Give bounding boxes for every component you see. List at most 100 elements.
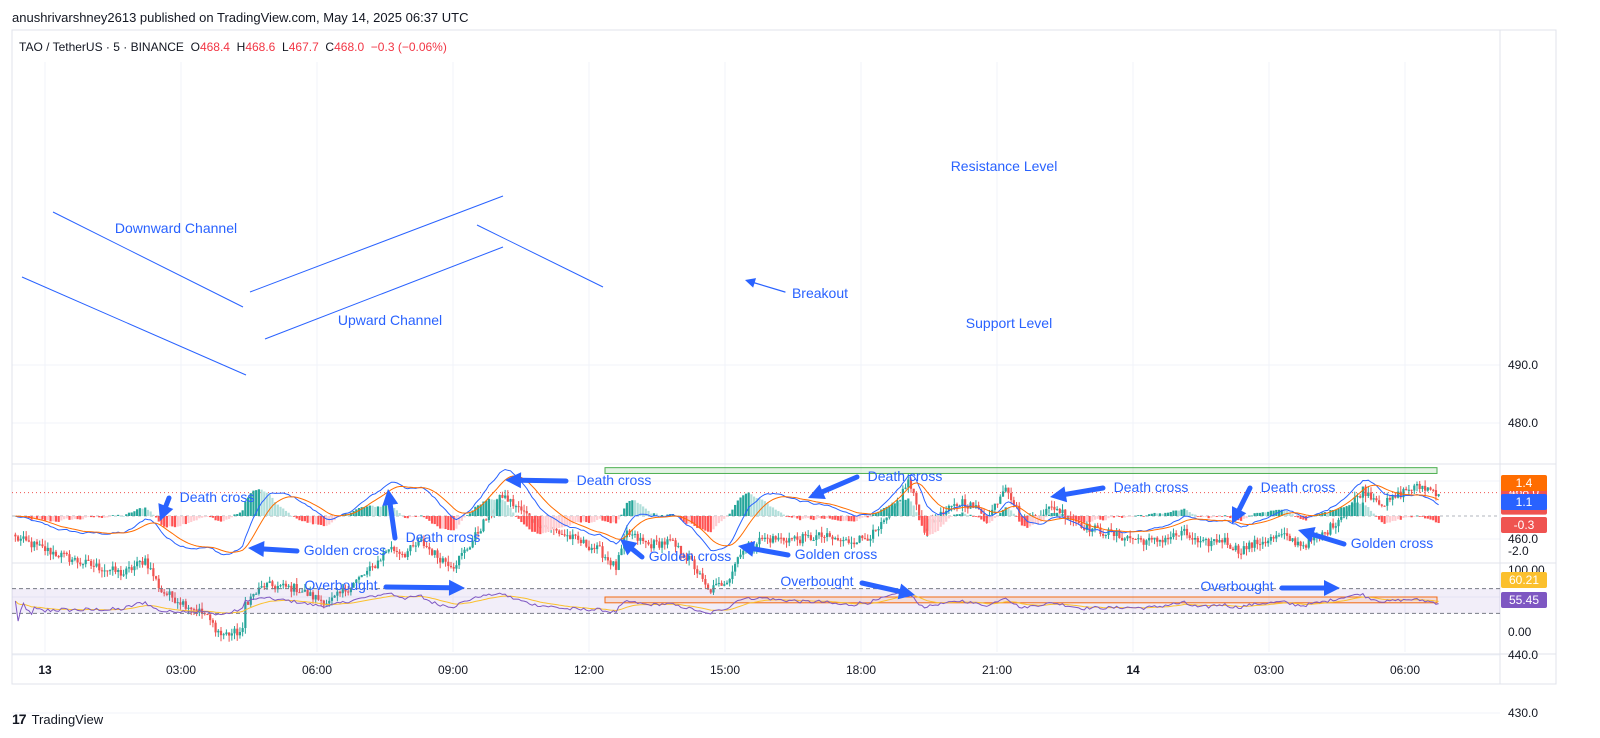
macd-histogram-bar bbox=[41, 516, 44, 520]
macd-histogram-bar bbox=[525, 516, 528, 527]
macd-histogram-bar bbox=[574, 516, 577, 523]
macd-histogram-bar bbox=[520, 516, 523, 523]
macd-histogram-bar bbox=[328, 516, 331, 525]
candle-body bbox=[961, 499, 964, 506]
candle-body bbox=[955, 504, 959, 507]
candle-body bbox=[168, 591, 171, 595]
candle-body bbox=[482, 519, 485, 532]
candle-body bbox=[409, 545, 412, 552]
candle-body bbox=[980, 508, 983, 514]
candle-body bbox=[68, 554, 71, 562]
macd-histogram-bar bbox=[847, 516, 850, 522]
tradingview-brand: TradingView bbox=[31, 711, 104, 727]
macd-histogram-bar bbox=[1156, 513, 1159, 516]
macd-histogram-bar bbox=[200, 516, 204, 518]
candle-body bbox=[384, 551, 388, 553]
macd-histogram-bar bbox=[233, 514, 236, 516]
candle-body bbox=[41, 544, 44, 547]
candle-body bbox=[44, 546, 47, 552]
candle-body bbox=[301, 591, 304, 593]
macd-histogram-bar bbox=[798, 516, 802, 521]
macd-histogram-bar bbox=[198, 516, 201, 519]
macd-histogram-bar bbox=[441, 516, 444, 529]
candle-body bbox=[1126, 536, 1129, 539]
candle-body bbox=[436, 550, 439, 558]
macd-histogram-bar bbox=[942, 516, 945, 525]
macd-histogram-bar bbox=[698, 516, 702, 529]
candle-body bbox=[966, 506, 969, 509]
macd-histogram-bar bbox=[165, 516, 168, 528]
macd-histogram-bar bbox=[522, 516, 526, 525]
macd-histogram-bar bbox=[715, 516, 718, 527]
macd-histogram-bar bbox=[639, 504, 642, 516]
macd-histogram-bar bbox=[146, 509, 150, 516]
macd-histogram-bar bbox=[1039, 516, 1042, 522]
macd-histogram-bar bbox=[636, 502, 639, 516]
candle-body bbox=[417, 540, 420, 546]
macd-histogram-bar bbox=[999, 513, 1002, 516]
candle-body bbox=[709, 589, 712, 593]
macd-histogram-bar bbox=[1258, 512, 1262, 516]
candle-body bbox=[452, 567, 455, 569]
candle-body bbox=[22, 536, 25, 539]
candle-body bbox=[734, 563, 737, 572]
macd-histogram-bar bbox=[1269, 510, 1272, 516]
macd-histogram-bar bbox=[44, 516, 47, 521]
candle-body bbox=[525, 511, 528, 514]
axes: 13 03:00 06:00 09:00 12:00 15:00 18:00 21:00 14 0… bbox=[38, 358, 1545, 720]
macd-histogram-bar bbox=[1199, 516, 1202, 517]
macd-histogram-bar bbox=[579, 516, 582, 523]
candle-body bbox=[1275, 535, 1278, 539]
candle-body bbox=[173, 597, 177, 603]
macd-histogram-bar bbox=[655, 513, 658, 516]
candle-body bbox=[1304, 545, 1308, 548]
macd-histogram-bar bbox=[1212, 516, 1216, 517]
candle-body bbox=[717, 582, 720, 584]
candle-body bbox=[311, 592, 315, 600]
macd-histogram-bar bbox=[539, 516, 542, 535]
candle-body bbox=[349, 587, 352, 593]
candle-body bbox=[947, 505, 950, 511]
candle-body bbox=[330, 597, 334, 601]
macd-histogram-bar bbox=[214, 516, 217, 521]
breakout-arrow-head bbox=[745, 278, 757, 288]
macd-histogram-bar bbox=[828, 516, 831, 519]
macd-histogram-bar bbox=[744, 493, 748, 516]
macd-histogram-bar bbox=[471, 510, 474, 516]
macd-histogram-bar bbox=[1413, 516, 1416, 517]
candle-body bbox=[62, 552, 66, 554]
candle-body bbox=[303, 589, 306, 592]
candle-body bbox=[520, 506, 523, 511]
candle-body bbox=[30, 541, 33, 548]
overbought-label-0: Overbought bbox=[304, 577, 377, 593]
candle-body bbox=[420, 539, 423, 541]
macd-histogram-bar bbox=[246, 497, 250, 516]
macd-histogram-bar bbox=[606, 516, 610, 523]
macd-histogram-bar bbox=[907, 498, 910, 516]
macd-histogram-bar bbox=[617, 516, 620, 520]
candle-body bbox=[16, 536, 20, 541]
macd-histogram-bar bbox=[49, 516, 52, 522]
candle-body bbox=[758, 537, 761, 545]
macd-histogram-bar bbox=[717, 516, 720, 524]
macd-histogram-bar bbox=[1139, 514, 1143, 516]
macd-cross-arrow-6-shaft bbox=[820, 474, 860, 495]
macd-histogram-bar bbox=[788, 516, 791, 518]
tradingview-footer[interactable]: 17 TradingView bbox=[12, 711, 103, 727]
candle-body bbox=[1118, 531, 1121, 538]
macd-histogram-bar bbox=[991, 516, 994, 522]
macd-cross-arrow-2-head bbox=[382, 489, 399, 506]
macd-histogram-bar bbox=[893, 503, 896, 516]
macd-histogram-bar bbox=[620, 514, 623, 516]
candle-body bbox=[820, 532, 823, 537]
candle-body bbox=[788, 538, 791, 543]
candle-body bbox=[780, 537, 783, 539]
candle-body bbox=[179, 602, 182, 605]
macd-cross-label-4: Golden cross bbox=[649, 548, 731, 564]
macd-histogram-bar bbox=[363, 506, 366, 516]
candle-body bbox=[287, 585, 290, 587]
candle-body bbox=[152, 568, 155, 577]
macd-histogram-bar bbox=[463, 516, 466, 518]
macd-histogram-bar bbox=[252, 490, 255, 516]
